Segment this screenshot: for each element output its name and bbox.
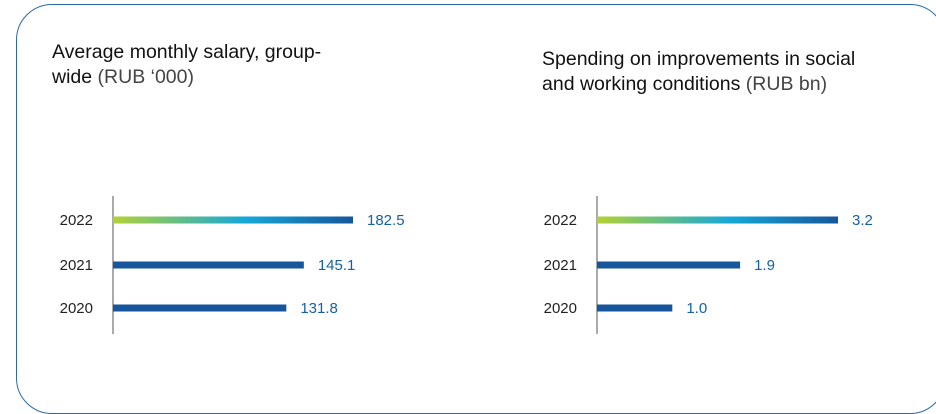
spending-bar-2021	[597, 261, 741, 269]
salary-bar-2021	[113, 261, 304, 269]
salary-category-label: 2022	[60, 212, 93, 229]
spending-category-label: 2020	[544, 300, 577, 317]
salary-chart: 2022 182.5 2021 145.1 2020 131.8	[60, 196, 405, 334]
spending-bar-2022	[597, 216, 838, 224]
chart-title-spending: Spending on improvements in social and w…	[542, 47, 862, 97]
salary-value-label: 182.5	[367, 212, 405, 229]
salary-bar-2022	[113, 216, 353, 224]
salary-category-label: 2021	[60, 257, 93, 274]
salary-bar-2020	[113, 304, 287, 312]
spending-value-label: 1.0	[686, 300, 707, 317]
salary-value-label: 145.1	[318, 257, 356, 274]
spending-value-label: 3.2	[852, 212, 873, 229]
spending-value-label: 1.9	[754, 257, 775, 274]
chart-title-salary: Average monthly salary, group-wide (RUB …	[52, 40, 352, 90]
spending-chart: 2022 3.2 2021 1.9 2020 1.0	[544, 196, 873, 334]
chart-title-spending-main: Spending on improvements in social and w…	[542, 48, 856, 95]
bar-charts: 2022 182.5 2021 145.1 2020 131.8 2022 3.2 2021 1…	[60, 196, 873, 334]
chart-title-spending-unit: (RUB bn)	[745, 73, 828, 95]
spending-bar-2020	[597, 304, 673, 312]
chart-card	[16, 4, 936, 414]
chart-title-salary-unit: (RUB ‘000)	[97, 66, 194, 88]
salary-value-label: 131.8	[300, 300, 338, 317]
chart-title-salary-main: Average monthly salary, group-wide	[52, 41, 322, 88]
salary-category-label: 2020	[60, 300, 93, 317]
spending-category-label: 2021	[544, 257, 577, 274]
spending-category-label: 2022	[544, 212, 577, 229]
